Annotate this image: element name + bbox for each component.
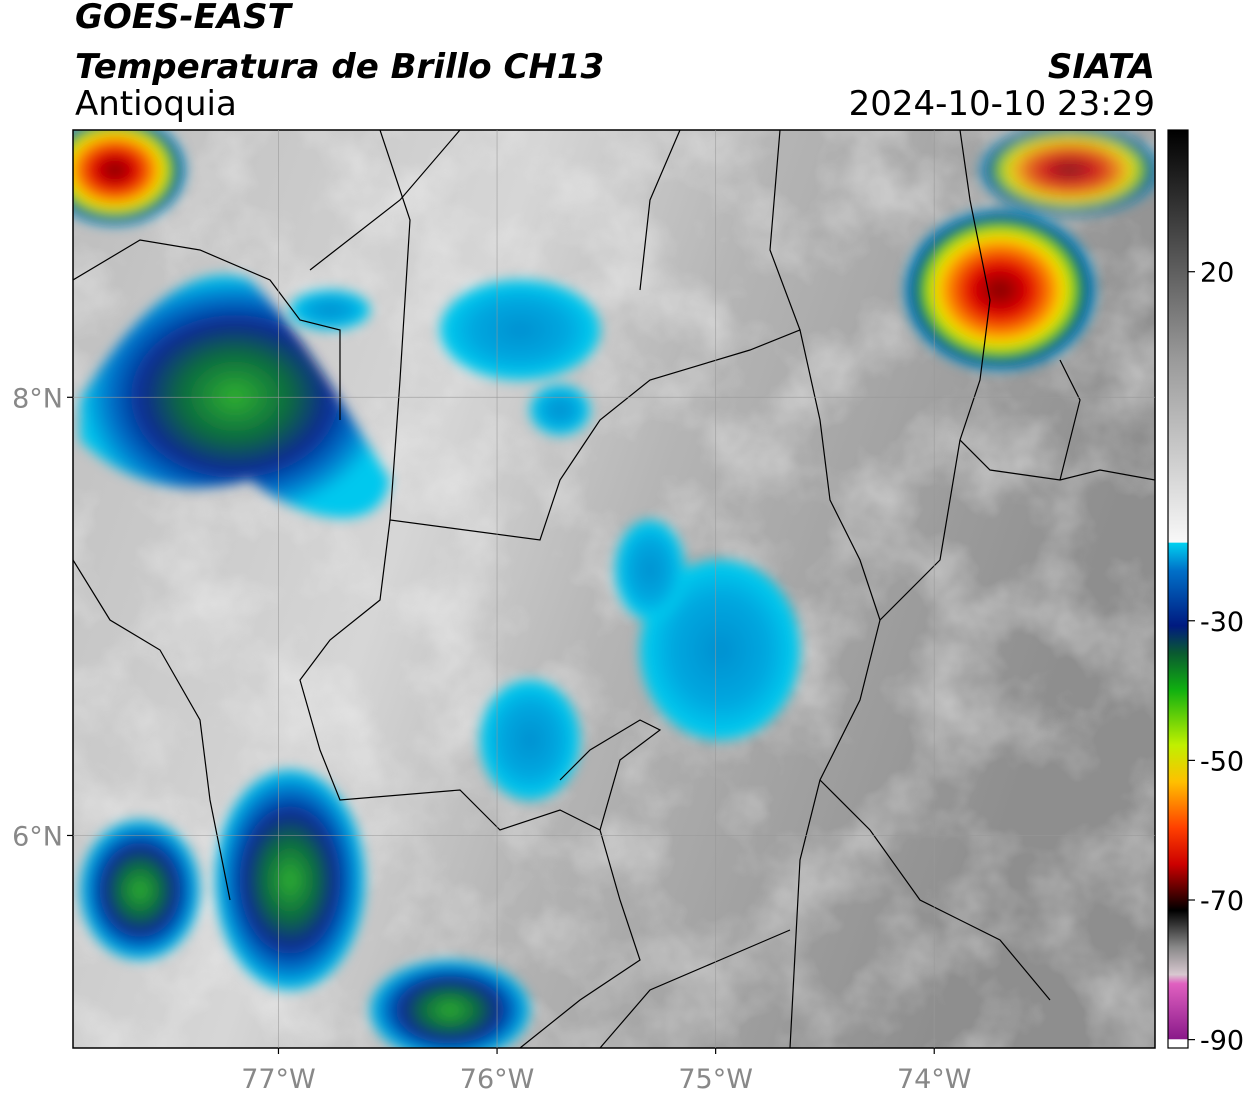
satellite-image [73,130,1155,1048]
x-tick-label: 76°W [460,1064,535,1095]
agency: SIATA [1048,47,1155,87]
colorbar-tick-label: 20 [1200,258,1234,289]
subtitle: Temperatura de Brillo CH13 [75,47,604,87]
datetime: 2024-10-10 23:29 [849,84,1155,124]
y-tick-label: 6°N [12,821,63,852]
x-tick-label: 74°W [897,1064,972,1095]
colorbar-tick-label: -70 [1200,886,1244,917]
colorbar-tick-label: -90 [1200,1026,1244,1057]
colorbar [1167,129,1189,1049]
x-tick-label: 77°W [241,1064,316,1095]
map-frame [72,129,1156,1049]
region: Antioquia [75,84,237,124]
colorbar-tick-label: -30 [1200,607,1244,638]
x-tick-label: 75°W [678,1064,753,1095]
colorbar-tick-label: -50 [1200,746,1244,777]
y-tick-label: 8°N [12,383,63,414]
title: GOES-EAST [75,0,294,37]
